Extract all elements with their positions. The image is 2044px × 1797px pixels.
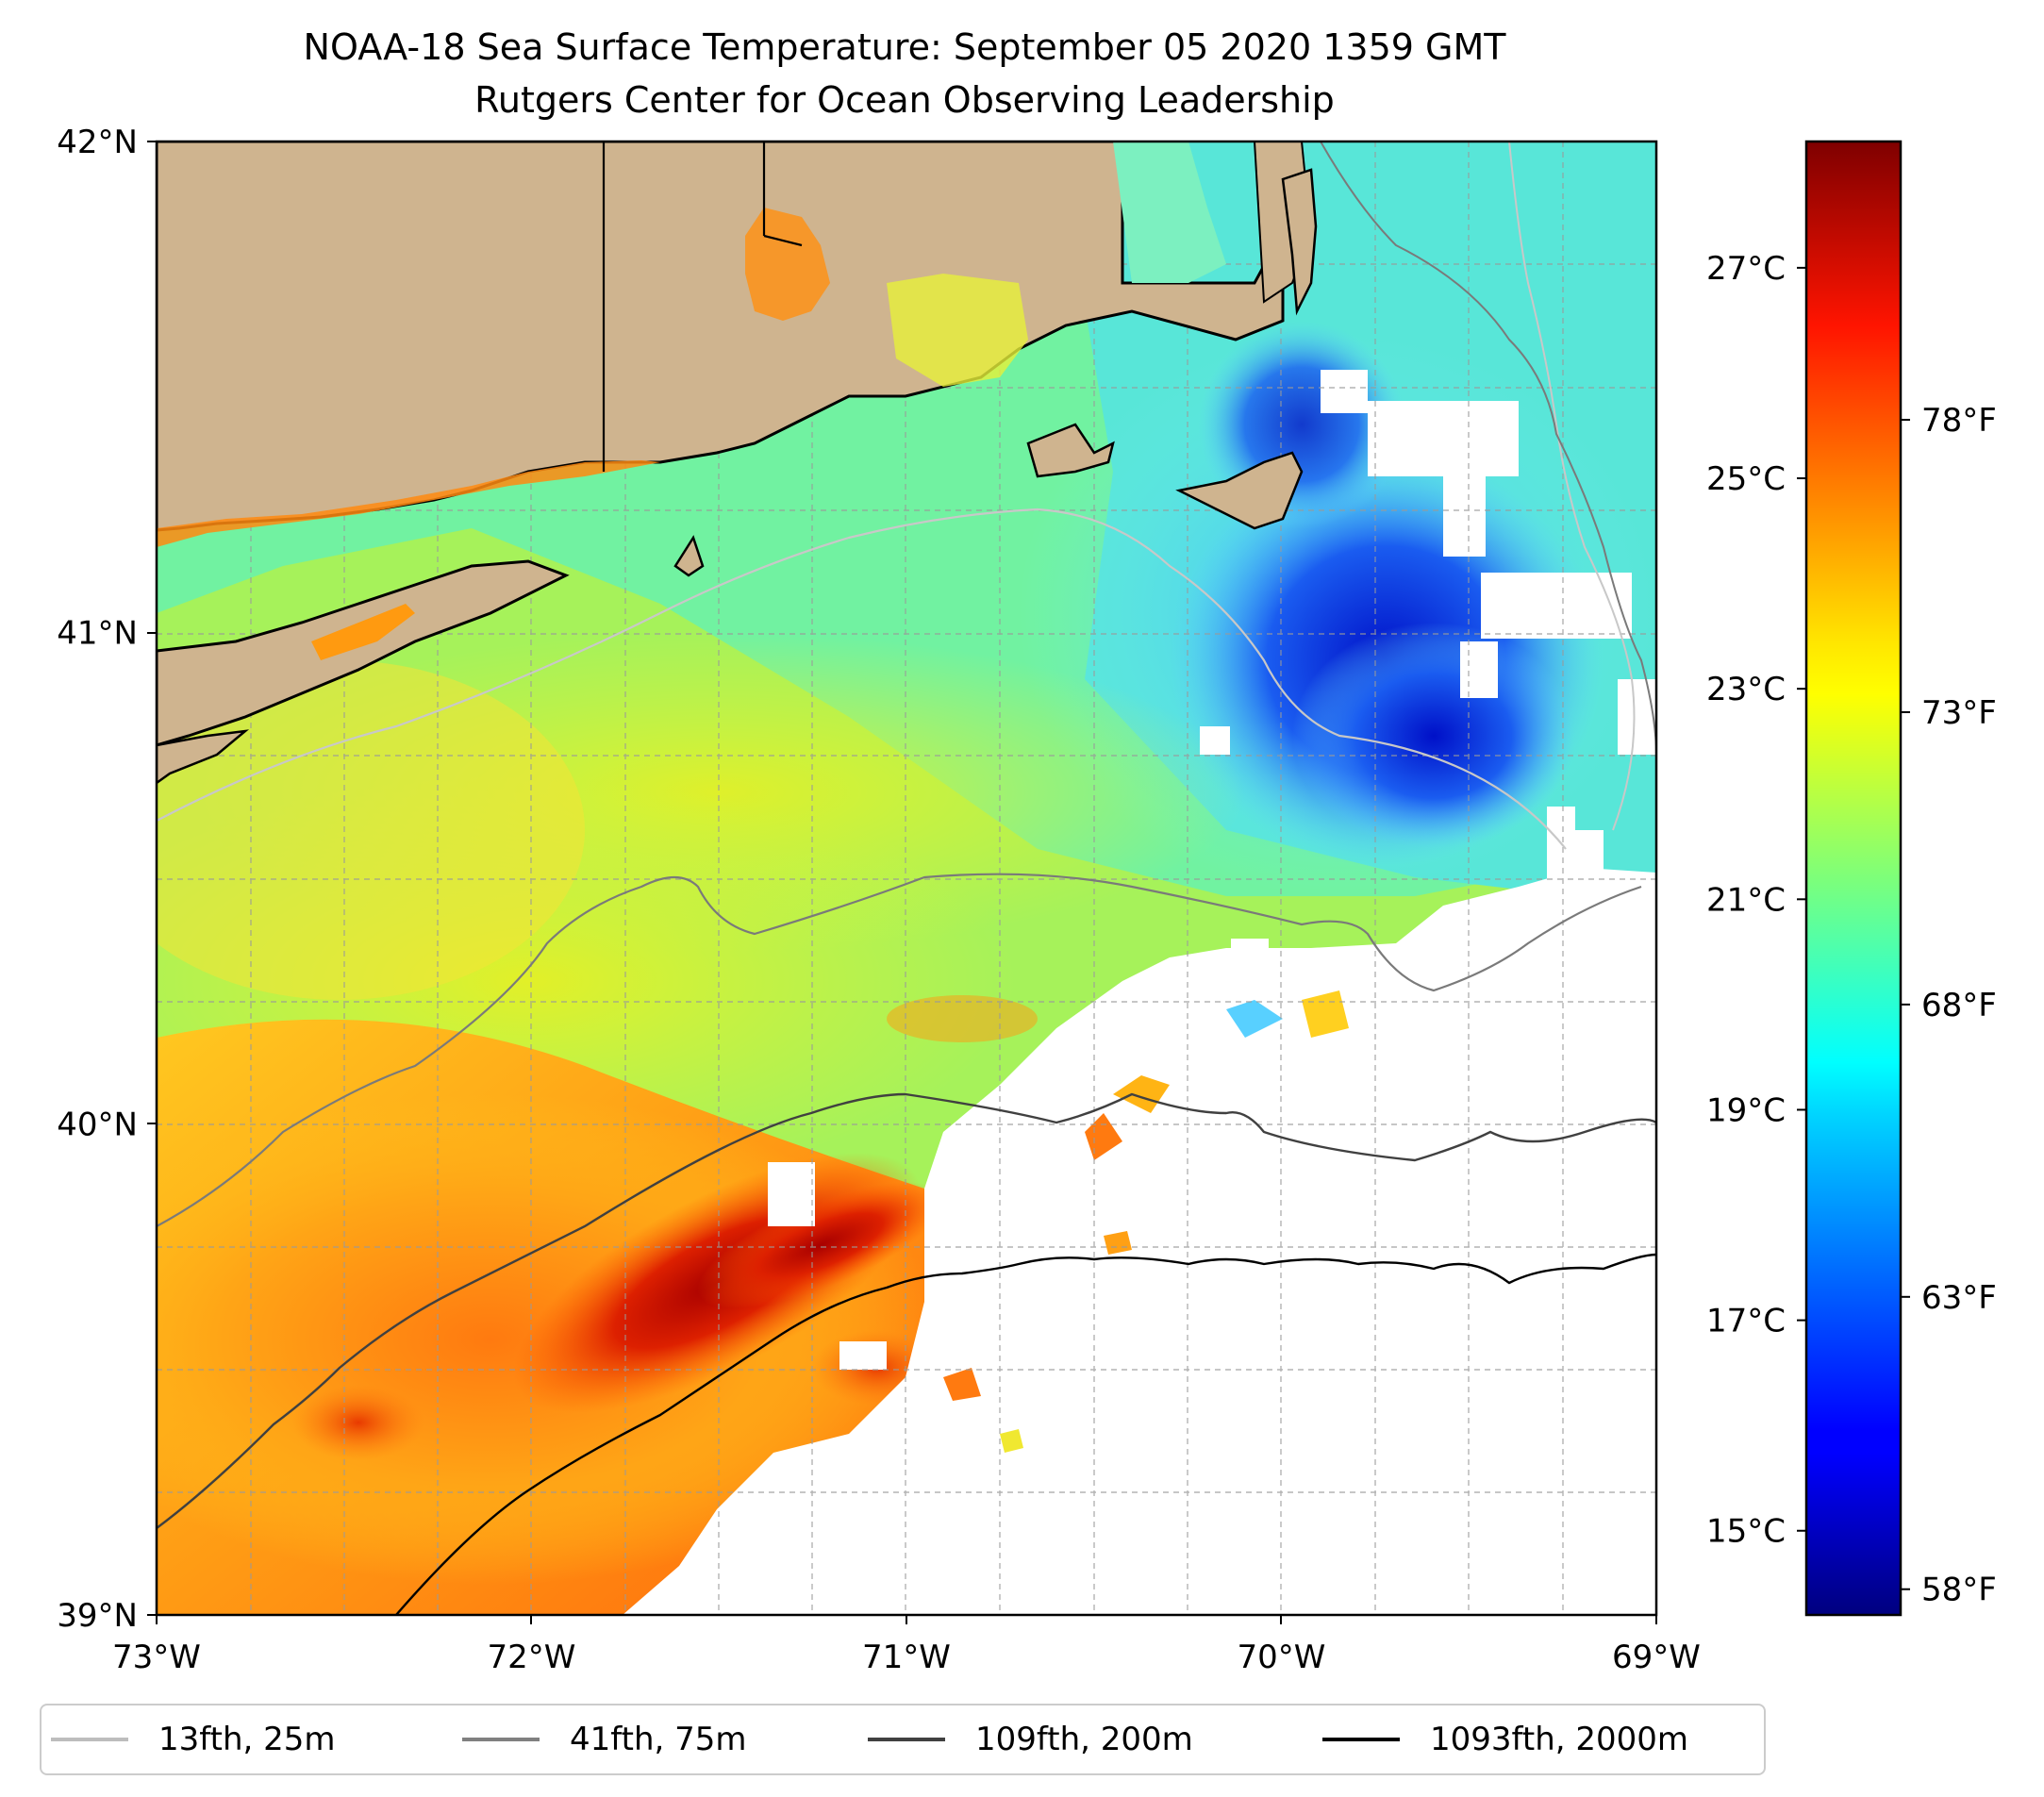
land-nantucket [1175, 451, 1304, 530]
colorbar-celsius-label: 15°C [1706, 1513, 1786, 1551]
legend-item-25m: 13fth, 25m [51, 1705, 336, 1773]
lon-tick-label: 72°W [488, 1639, 576, 1676]
lon-tick-labels: 73°W 72°W 71°W 70°W 69°W [112, 1639, 1701, 1676]
colorbar-celsius-label: 27°C [1706, 250, 1786, 288]
lon-tick-label: 70°W [1238, 1639, 1326, 1676]
cloud-mask [1481, 573, 1632, 639]
lat-tick-label: 40°N [57, 1106, 138, 1143]
cloud-mask [1321, 370, 1368, 413]
colorbar-celsius-label: 17°C [1706, 1303, 1786, 1340]
isobath-75m [1320, 141, 1656, 756]
isobath-25m [157, 507, 1567, 850]
colorbar-ticks: 27°C 25°C 23°C 21°C 19°C 17°C 15°C 78°F 73°F 68°F… [1706, 250, 1997, 1609]
sst-field [157, 141, 1656, 1615]
legend-item-2000m: 1093fth, 2000m [1322, 1705, 1688, 1773]
legend-label-2000m: 1093fth, 2000m [1430, 1721, 1689, 1758]
isobath-200m [157, 1092, 1656, 1529]
land-long-island [157, 559, 570, 747]
colorbar-fahrenheit-label: 78°F [1921, 402, 1997, 440]
land-nj-coast [157, 729, 250, 785]
legend-swatch-25m [51, 1738, 128, 1741]
axis-ticks [147, 141, 1657, 1624]
legend-item-75m: 41fth, 75m [462, 1705, 747, 1773]
isobath-25m [1508, 141, 1636, 831]
lat-tick-label: 42°N [57, 124, 138, 161]
sst-yellow-west [157, 660, 585, 1000]
sst-fragment [1000, 1429, 1023, 1453]
sst-cape-cod-bay [1113, 141, 1226, 283]
colorbar-fahrenheit-label: 63°F [1921, 1279, 1997, 1317]
cloud-mask [839, 1341, 887, 1370]
sst-buzzards-bay [887, 274, 1028, 387]
lon-tick-label: 71°W [862, 1639, 951, 1676]
sst-fragment [1104, 1231, 1132, 1255]
cloud-mask [768, 1162, 815, 1226]
cloud-mask [1460, 641, 1498, 698]
land-marthas-vineyard [1026, 423, 1115, 478]
sst-fragment [1113, 1075, 1170, 1113]
chart-subtitle: Rutgers Center for Ocean Observing Leade… [474, 79, 1335, 121]
colorbar-celsius-label: 23°C [1706, 671, 1786, 708]
legend-label-200m: 109fth, 200m [975, 1721, 1193, 1758]
colorbar-fahrenheit-label: 68°F [1921, 987, 1997, 1024]
sst-coastal-warm-fringe [157, 460, 660, 547]
land-cape-cod [1281, 168, 1318, 316]
sst-fragment [943, 1368, 981, 1401]
lon-tick-label: 73°W [112, 1639, 201, 1676]
lat-tick-labels: 42°N 41°N 40°N 39°N [57, 124, 138, 1635]
isobath-legend: 13fth, 25m 41fth, 75m 109fth, 200m 1093f… [40, 1704, 1766, 1775]
cloud-mask [1368, 401, 1519, 476]
legend-item-200m: 109fth, 200m [868, 1705, 1193, 1773]
cloud-mask [1618, 679, 1656, 755]
colorbar-fahrenheit-label: 58°F [1921, 1572, 1997, 1609]
isobath-2000m [395, 1253, 1656, 1615]
sst-hot-filament-2 [697, 1181, 944, 1309]
state-borders [602, 141, 803, 472]
colorbar-celsius-label: 25°C [1706, 460, 1786, 498]
chart-title: NOAA-18 Sea Surface Temperature: Septemb… [303, 26, 1506, 68]
sst-bay-warm [311, 604, 415, 660]
cloud-mask [1231, 939, 1269, 981]
sst-warm-spot [292, 1385, 424, 1460]
lat-tick-label: 41°N [57, 615, 138, 653]
sst-fragment [1226, 1000, 1283, 1038]
legend-swatch-2000m [1322, 1738, 1400, 1741]
cloud-mask [1547, 830, 1604, 887]
cloud-mask [1292, 955, 1321, 988]
legend-swatch-75m [462, 1738, 540, 1741]
lat-tick-label: 39°N [57, 1597, 138, 1635]
colorbar [1804, 140, 1903, 1617]
legend-label-75m: 41fth, 75m [570, 1721, 747, 1758]
colorbar-fahrenheit-label: 73°F [1921, 694, 1997, 732]
isobath-75m [157, 873, 1642, 1227]
legend-label-25m: 13fth, 25m [158, 1721, 336, 1758]
cloud-mask-south [623, 868, 1656, 1615]
land-block-island [673, 535, 705, 577]
lon-tick-label: 69°W [1612, 1639, 1701, 1676]
cloud-mask [1443, 472, 1486, 557]
colorbar-celsius-label: 19°C [1706, 1091, 1786, 1129]
legend-swatch-200m [868, 1738, 945, 1741]
colorbar-celsius-label: 21°C [1706, 881, 1786, 919]
cloud-mask [1200, 726, 1230, 755]
